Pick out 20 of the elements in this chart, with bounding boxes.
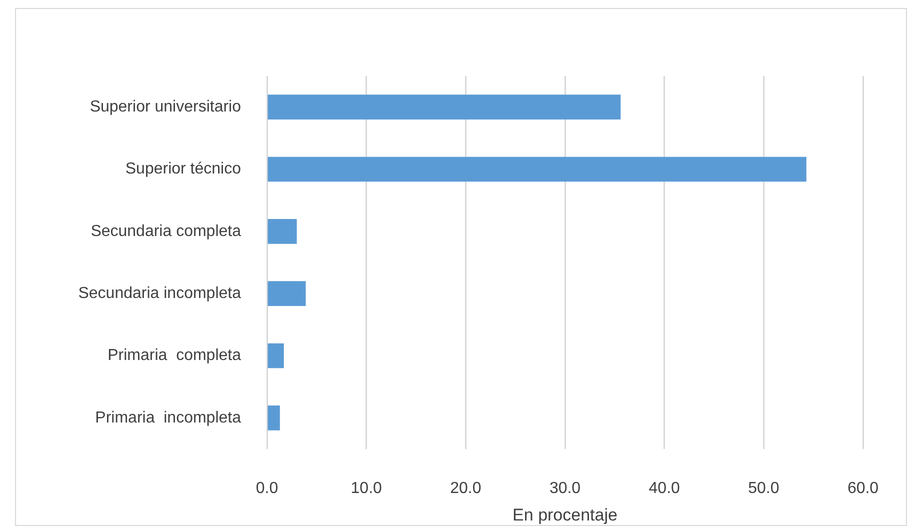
bar xyxy=(268,405,280,430)
y-tick-label: Primaria incompleta xyxy=(95,409,242,426)
bar xyxy=(268,218,297,244)
bar xyxy=(268,156,806,182)
bar xyxy=(268,343,284,368)
y-tick-label: Superior universitario xyxy=(90,98,242,116)
x-tick-label: 10.0 xyxy=(350,480,382,498)
bar xyxy=(268,94,621,120)
y-tick-label: Superior técnico xyxy=(125,160,242,178)
x-axis-title: En procentaje xyxy=(512,505,618,524)
x-tick-label: 20.0 xyxy=(450,480,482,498)
y-tick-label: Primaria completa xyxy=(108,347,242,364)
x-tick-label: 50.0 xyxy=(748,480,780,498)
x-tick-label: 0.0 xyxy=(256,480,278,498)
x-tick-label: 30.0 xyxy=(549,480,581,498)
x-tick-label: 60.0 xyxy=(847,480,879,498)
y-tick-label: Secundaria incompleta xyxy=(78,284,242,302)
x-tick-label: 40.0 xyxy=(648,480,680,498)
bar xyxy=(268,281,306,306)
y-tick-label: Secundaria completa xyxy=(90,222,242,240)
